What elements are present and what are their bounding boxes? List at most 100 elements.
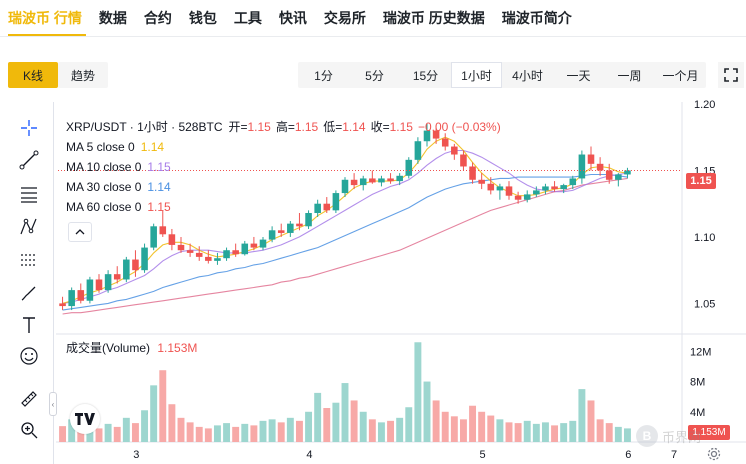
watermark-text: 币界网 xyxy=(662,429,702,445)
volume-bar-44 xyxy=(459,419,467,442)
volume-bar-22 xyxy=(259,420,267,442)
tab-kline[interactable]: K线 xyxy=(8,62,58,88)
ruler-tool[interactable] xyxy=(17,387,41,411)
volume-bar-26 xyxy=(295,420,303,442)
nav-item-7[interactable]: 瑞波币 历史数据 xyxy=(382,10,485,26)
settings-icon[interactable] xyxy=(707,447,721,461)
candle-body-61 xyxy=(615,174,622,180)
interval-7[interactable]: 一个月 xyxy=(662,68,699,83)
close-label: 收= xyxy=(370,120,390,134)
candle-body-7 xyxy=(123,259,130,280)
x-tick-2: 5 xyxy=(479,449,485,461)
candle-body-16 xyxy=(205,256,212,261)
candle-body-51 xyxy=(523,194,531,200)
volume-bar-54 xyxy=(551,425,559,442)
volume-bar-49 xyxy=(505,422,513,442)
prediction-tool[interactable] xyxy=(17,248,41,272)
pattern-icon xyxy=(20,218,37,235)
ma10-value: 1.15 xyxy=(147,160,171,174)
nav-item-6[interactable]: 交易所 xyxy=(323,10,366,26)
pattern-tool[interactable] xyxy=(17,215,41,239)
high-value: 1.15 xyxy=(294,120,319,134)
text-icon xyxy=(23,317,35,333)
volume-bar-35 xyxy=(377,422,385,442)
ma5-label: MA 5 close 0 xyxy=(66,140,135,154)
interval-2[interactable]: 15分 xyxy=(412,68,439,83)
volume-bar-39 xyxy=(414,342,422,442)
candle-body-55 xyxy=(560,185,567,190)
candle-body-56 xyxy=(569,178,577,186)
candle-body-5 xyxy=(104,274,112,291)
watermark-logo-icon: B xyxy=(636,425,658,447)
zoom-tool[interactable] xyxy=(17,418,41,442)
ma30-value: 1.14 xyxy=(147,180,171,194)
emoji-tool[interactable] xyxy=(17,344,41,368)
volume-value: 1.153M xyxy=(157,341,198,355)
nav-item-8[interactable]: 瑞波币简介 xyxy=(501,10,572,26)
candle-body-57 xyxy=(578,154,586,179)
candle-body-15 xyxy=(195,252,203,257)
candle-body-54 xyxy=(551,186,558,190)
interval-5[interactable]: 一天 xyxy=(566,68,591,83)
volume-bar-12 xyxy=(168,404,176,442)
x-tick-3: 6 xyxy=(625,449,631,461)
top-nav: 瑞波币 行情 数据 合约 钱包 工具 快讯 交易所 瑞波币 历史数据 瑞波币简介 xyxy=(0,0,746,36)
candle-body-8 xyxy=(132,259,139,271)
prediction-icon xyxy=(21,254,37,266)
interval-4[interactable]: 4小时 xyxy=(512,68,543,83)
volume-bar-21 xyxy=(250,425,258,442)
tradingview-logo[interactable] xyxy=(70,404,100,434)
volume-bar-52 xyxy=(532,423,540,442)
candle-body-59 xyxy=(596,163,604,171)
ma30-label: MA 30 close 0 xyxy=(66,180,142,194)
volume-bar-45 xyxy=(469,405,477,442)
candle-body-58 xyxy=(587,154,595,164)
volume-bar-33 xyxy=(359,411,367,442)
nav-item-3[interactable]: 钱包 xyxy=(188,10,217,26)
tv-logo-icon xyxy=(75,413,95,425)
candle-body-52 xyxy=(533,190,540,195)
volume-bar-6 xyxy=(113,426,121,442)
candle-body-17 xyxy=(214,258,221,261)
crosshair-tool[interactable] xyxy=(17,116,41,140)
interval-1[interactable]: 5分 xyxy=(365,68,384,83)
low-value: 1.14 xyxy=(342,120,366,134)
nav-active-underline xyxy=(8,34,86,36)
volume-bar-34 xyxy=(368,419,376,442)
interval-6[interactable]: 一周 xyxy=(617,68,642,83)
ma60-label: MA 60 close 0 xyxy=(66,200,142,214)
nav-item-4[interactable]: 工具 xyxy=(233,10,262,26)
fib-tool[interactable] xyxy=(17,182,41,206)
nav-item-5[interactable]: 快讯 xyxy=(278,10,307,26)
interval-0[interactable]: 1分 xyxy=(314,68,333,83)
fullscreen-button[interactable] xyxy=(718,62,744,88)
legend-collapse-button[interactable] xyxy=(68,222,92,242)
interval-3[interactable]: 1小时 xyxy=(451,62,502,88)
toolbar-collapse-handle[interactable]: ‹ xyxy=(49,392,57,416)
nav-item-2[interactable]: 合约 xyxy=(143,10,172,26)
high-label: 高= xyxy=(275,120,295,134)
nav-item-0[interactable]: 瑞波币 行情 xyxy=(8,10,82,26)
volume-bar-61 xyxy=(614,426,622,442)
tab-trend[interactable]: 趋势 xyxy=(58,62,108,88)
candle-body-21 xyxy=(250,243,258,248)
chevron-up-icon xyxy=(75,229,85,235)
change-value: −0.00 (−0.03%) xyxy=(417,120,501,134)
symbol-label: XRP/USDT · 1小时 · 528BTC xyxy=(66,120,223,134)
volume-bar-23 xyxy=(268,419,276,442)
volume-bar-15 xyxy=(195,426,203,442)
nav-item-1[interactable]: 数据 xyxy=(98,10,127,26)
volume-bar-38 xyxy=(405,407,413,442)
volume-bar-37 xyxy=(396,417,404,442)
zoom-in-icon xyxy=(21,422,38,439)
x-tick-0: 3 xyxy=(133,449,139,461)
trendline-tool[interactable] xyxy=(17,148,41,172)
text-tool[interactable] xyxy=(17,313,41,337)
candle-body-11 xyxy=(159,226,167,235)
candle-body-14 xyxy=(186,250,194,253)
crosshair-icon xyxy=(21,120,37,136)
brush-tool[interactable] xyxy=(17,281,41,305)
candle-body-0 xyxy=(59,303,66,307)
price-tick-2: 1.10 xyxy=(694,232,715,244)
volume-bar-18 xyxy=(223,423,231,442)
